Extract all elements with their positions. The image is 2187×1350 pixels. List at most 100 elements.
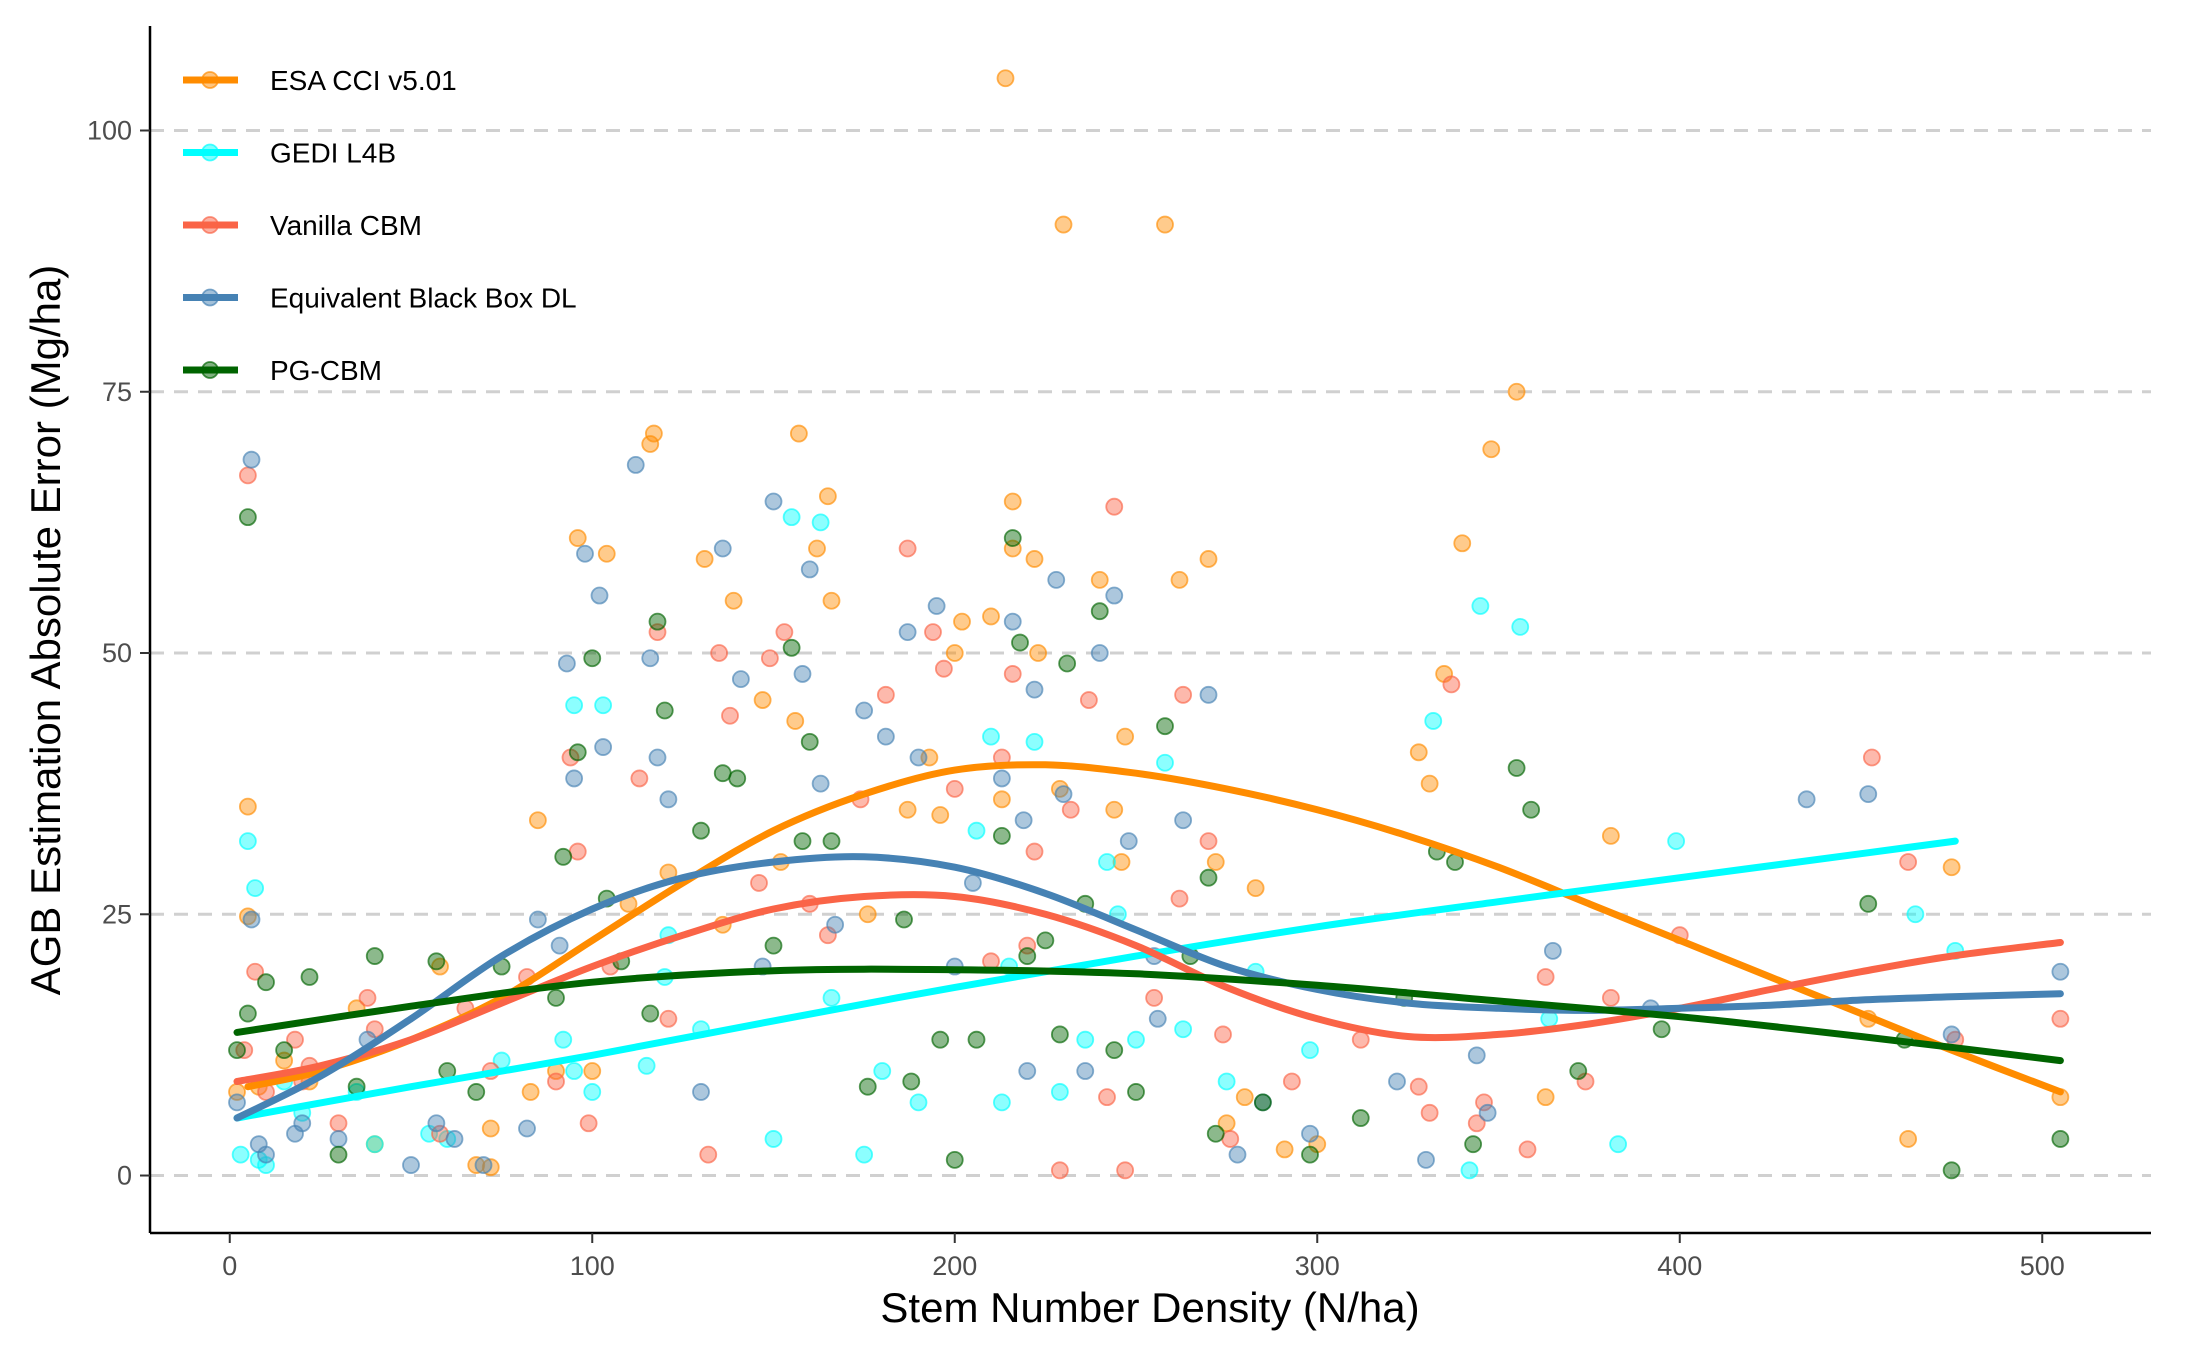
data-point [1507,759,1526,777]
data-point [1054,785,1073,803]
data-point [474,1156,493,1174]
x-tick-label: 100 [570,1251,615,1281]
data-point [300,968,319,986]
data-point [1090,570,1109,589]
x-tick-label: 200 [932,1251,977,1281]
data-point [782,638,801,657]
legend-swatch-point [201,216,219,234]
data-point [873,1062,892,1080]
data-point [931,806,950,824]
data-point [1116,727,1135,746]
data-point [554,1030,573,1049]
data-point [1156,215,1174,234]
data-point [1569,1062,1588,1080]
data-point [953,612,971,631]
data-point [1025,732,1044,751]
data-point [554,847,573,866]
data-point [1206,853,1225,871]
data-point [1050,1161,1069,1180]
data-point [597,544,616,563]
data-point [521,1083,540,1101]
data-point [1536,1088,1555,1107]
data-point [1025,680,1044,699]
data-point [1105,586,1124,605]
data-point [1601,988,1620,1007]
data-point [1253,1093,1272,1112]
data-point [1199,832,1218,851]
x-tick-label: 0 [222,1251,237,1281]
data-point [648,612,667,631]
data-point [898,623,917,642]
data-point [594,738,613,756]
data-point [1301,1124,1319,1143]
data-point [692,1083,710,1101]
data-point [550,936,569,955]
data-point [713,764,732,783]
data-point [898,800,917,819]
data-point [329,1145,348,1164]
data-point [992,826,1011,845]
data-point [1206,1124,1225,1143]
data-point [1475,1093,1493,1112]
data-point [992,769,1011,788]
data-point [238,797,257,816]
data-point [1145,988,1164,1007]
grid-lines [150,129,2151,1178]
data-point [1797,790,1816,809]
data-point [1098,853,1116,871]
legend-item-pg-cbm: PG-CBM [183,355,382,386]
data-point [1409,1077,1428,1096]
data-point [641,435,660,453]
y-axis-title: AGB Estimation Absolute Error (Mg/ha) [22,265,69,996]
data-point [2051,1009,2070,1028]
data-point [528,811,547,830]
data-point [713,539,732,558]
data-point [1351,1030,1370,1049]
data-point [242,450,261,469]
data-point [1467,1046,1486,1065]
data-point [992,1093,1011,1112]
data-point [934,659,953,678]
data-point [1199,685,1218,704]
data-point [228,1041,246,1060]
axes [148,26,2151,1235]
data-point [793,665,812,683]
data-point [1025,550,1044,568]
data-point [731,670,750,689]
data-point [228,1093,246,1112]
trend-line-gedi-l4b [233,837,1959,1122]
data-point [793,832,812,851]
data-point [329,1130,348,1148]
smooth-curves [233,761,2064,1122]
trend-line-vanilla-cbm [233,891,2064,1085]
data-point [1112,853,1131,871]
data-point [945,779,964,798]
data-point [750,874,768,892]
data-point [876,727,895,746]
data-point [655,701,674,720]
data-point [775,623,794,642]
data-point [590,586,609,605]
data-point [789,424,808,443]
data-point [1090,644,1109,662]
data-point [909,748,928,767]
data-point [898,539,917,558]
data-point [1906,905,1925,924]
y-tick-label: 50 [102,638,132,668]
data-point [808,539,826,558]
data-point [1221,1130,1240,1148]
data-point [1050,1083,1069,1101]
legend-label: ESA CCI v5.01 [270,65,457,96]
data-point [876,685,895,704]
legend-swatch-point [201,143,219,162]
data-point [1862,748,1881,767]
legend-item-equivalent-black-box-dl: Equivalent Black Box DL [183,283,577,314]
data-point [1235,1088,1254,1107]
data-point [811,513,830,532]
y-tick-label: 25 [102,899,132,929]
data-point [1105,800,1124,819]
data-point [565,696,584,715]
legend-swatch-point [201,361,219,379]
x-tick-label: 300 [1295,1251,1340,1281]
data-point [1942,1161,1961,1180]
